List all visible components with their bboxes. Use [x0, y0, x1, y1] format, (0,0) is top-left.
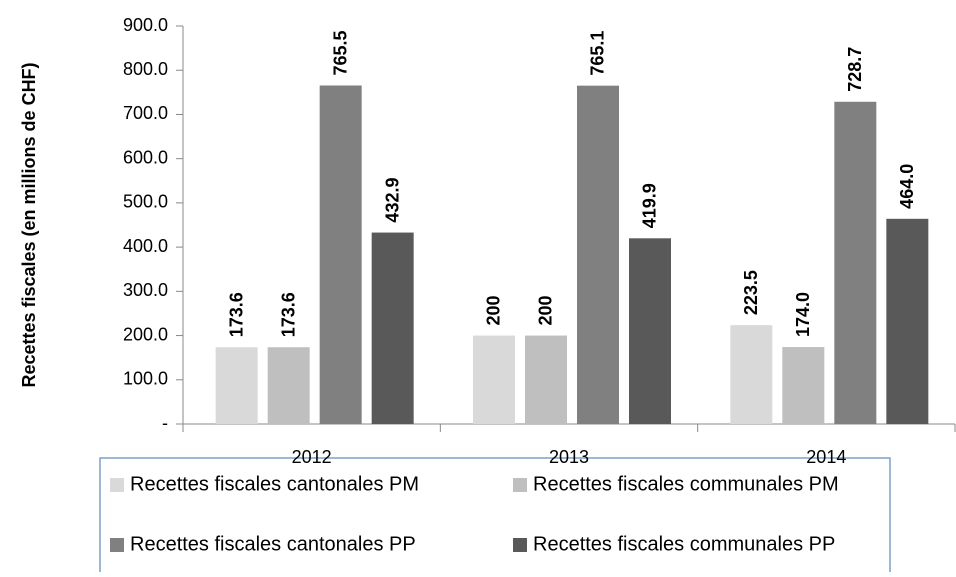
y-tick-label: -	[162, 413, 168, 433]
data-label: 765.1	[588, 31, 608, 76]
legend-box	[99, 457, 891, 577]
data-label: 432.9	[382, 178, 402, 223]
y-tick-label: 600.0	[123, 147, 168, 167]
x-tick-label: 2013	[549, 447, 589, 467]
bar	[473, 335, 515, 424]
bar	[215, 347, 258, 424]
bar	[319, 85, 362, 425]
bar	[371, 232, 414, 424]
data-label: 223.5	[741, 270, 761, 315]
data-label: 765.5	[330, 30, 350, 75]
bar	[834, 101, 877, 424]
bar	[886, 218, 929, 424]
y-tick-label: 700.0	[123, 103, 168, 123]
data-label: 173.6	[226, 292, 246, 337]
y-axis-title: Recettes fiscales (en millions de CHF)	[19, 62, 39, 387]
data-label: 173.6	[278, 292, 298, 337]
legend-swatch	[513, 478, 527, 492]
y-tick-label: 100.0	[123, 369, 168, 389]
data-label: 728.7	[845, 47, 865, 92]
data-label: 464.0	[897, 164, 917, 209]
bar	[730, 325, 773, 424]
legend-swatch	[513, 538, 527, 552]
y-tick-label: 400.0	[123, 236, 168, 256]
bar	[782, 347, 825, 424]
data-label: 174.0	[793, 292, 813, 337]
bar	[267, 347, 310, 424]
bar	[577, 85, 619, 425]
legend-swatch	[110, 478, 124, 492]
y-tick-label: 500.0	[123, 192, 168, 212]
data-label: 200	[484, 296, 504, 326]
legend-label: Recettes fiscales communales PM	[533, 473, 839, 495]
bar	[629, 238, 671, 424]
y-tick-label: 200.0	[123, 324, 168, 344]
bar	[525, 335, 567, 424]
data-label: 419.9	[640, 183, 660, 228]
y-tick-label: 300.0	[123, 280, 168, 300]
x-tick-label: 2014	[806, 447, 846, 467]
x-tick-label: 2012	[292, 447, 332, 467]
legend-swatch	[110, 538, 124, 552]
legend-label: Recettes fiscales cantonales PM	[130, 473, 419, 495]
y-tick-label: 900.0	[123, 15, 168, 35]
legend-label: Recettes fiscales cantonales PP	[130, 533, 416, 555]
data-label: 200	[536, 296, 556, 326]
y-tick-label: 800.0	[123, 59, 168, 79]
legend-label: Recettes fiscales communales PP	[533, 533, 835, 555]
